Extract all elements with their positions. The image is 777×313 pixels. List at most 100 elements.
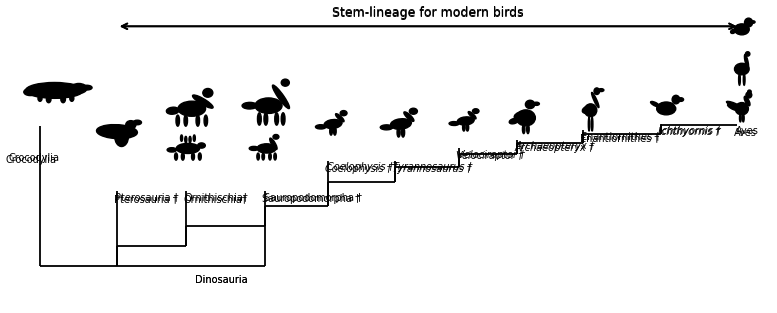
Ellipse shape bbox=[255, 98, 282, 113]
Text: Crocodylia: Crocodylia bbox=[6, 155, 57, 165]
Text: Ornithischia†: Ornithischia† bbox=[185, 193, 249, 203]
Ellipse shape bbox=[594, 88, 600, 95]
Text: Enantiornithes †: Enantiornithes † bbox=[581, 132, 660, 141]
Ellipse shape bbox=[747, 90, 751, 93]
Ellipse shape bbox=[273, 135, 279, 139]
Ellipse shape bbox=[516, 110, 535, 126]
Ellipse shape bbox=[650, 101, 660, 107]
Text: Stem-lineage for modern birds: Stem-lineage for modern birds bbox=[333, 7, 524, 20]
Ellipse shape bbox=[257, 153, 260, 160]
Ellipse shape bbox=[588, 117, 590, 131]
Ellipse shape bbox=[126, 121, 136, 129]
Text: Crocodylia: Crocodylia bbox=[9, 153, 60, 163]
Ellipse shape bbox=[242, 102, 257, 109]
Ellipse shape bbox=[204, 115, 207, 126]
Ellipse shape bbox=[176, 115, 179, 126]
Ellipse shape bbox=[197, 143, 205, 148]
Ellipse shape bbox=[525, 100, 535, 109]
Ellipse shape bbox=[734, 24, 749, 35]
Ellipse shape bbox=[71, 84, 87, 93]
Ellipse shape bbox=[82, 85, 92, 90]
Ellipse shape bbox=[744, 74, 745, 85]
Ellipse shape bbox=[115, 126, 128, 146]
Ellipse shape bbox=[522, 125, 525, 134]
Ellipse shape bbox=[678, 98, 684, 101]
Ellipse shape bbox=[96, 125, 138, 139]
Ellipse shape bbox=[198, 153, 201, 160]
Ellipse shape bbox=[582, 105, 594, 113]
Ellipse shape bbox=[740, 114, 741, 122]
Ellipse shape bbox=[269, 153, 271, 160]
Ellipse shape bbox=[470, 119, 474, 121]
Ellipse shape bbox=[329, 127, 333, 135]
Ellipse shape bbox=[598, 89, 604, 92]
Text: Sauropodomorpha †: Sauropodomorpha † bbox=[263, 193, 361, 203]
Text: Pterosauria †: Pterosauria † bbox=[114, 194, 177, 204]
Ellipse shape bbox=[47, 95, 51, 103]
Text: Dinosauria: Dinosauria bbox=[195, 275, 247, 285]
Text: Stem-lineage for modern birds: Stem-lineage for modern birds bbox=[333, 6, 524, 19]
Ellipse shape bbox=[744, 18, 753, 27]
Ellipse shape bbox=[315, 125, 326, 129]
Ellipse shape bbox=[133, 120, 141, 125]
Ellipse shape bbox=[534, 102, 539, 105]
Text: Ichthyornis †: Ichthyornis † bbox=[658, 127, 720, 137]
Ellipse shape bbox=[449, 121, 459, 126]
Ellipse shape bbox=[406, 121, 412, 124]
Ellipse shape bbox=[180, 135, 183, 141]
Ellipse shape bbox=[458, 117, 474, 125]
Ellipse shape bbox=[333, 127, 336, 135]
Ellipse shape bbox=[404, 112, 414, 121]
Ellipse shape bbox=[402, 128, 405, 137]
Ellipse shape bbox=[166, 107, 179, 114]
Ellipse shape bbox=[469, 111, 476, 119]
Ellipse shape bbox=[584, 104, 597, 117]
Ellipse shape bbox=[340, 110, 347, 116]
Ellipse shape bbox=[739, 74, 740, 85]
Ellipse shape bbox=[38, 95, 42, 101]
Ellipse shape bbox=[744, 54, 748, 68]
Ellipse shape bbox=[24, 89, 37, 95]
Ellipse shape bbox=[70, 95, 74, 101]
Ellipse shape bbox=[380, 125, 393, 130]
Ellipse shape bbox=[257, 113, 261, 125]
Ellipse shape bbox=[249, 146, 259, 151]
Ellipse shape bbox=[167, 148, 176, 152]
Ellipse shape bbox=[746, 92, 752, 98]
Ellipse shape bbox=[281, 79, 289, 86]
Text: Ichthyornis †: Ichthyornis † bbox=[659, 126, 721, 136]
Ellipse shape bbox=[273, 85, 290, 109]
Ellipse shape bbox=[751, 21, 755, 23]
Ellipse shape bbox=[184, 115, 187, 126]
Text: Dinosauria: Dinosauria bbox=[195, 275, 247, 285]
Ellipse shape bbox=[744, 96, 750, 106]
Ellipse shape bbox=[514, 111, 531, 121]
Ellipse shape bbox=[730, 29, 736, 33]
Text: Coelophysis †: Coelophysis † bbox=[327, 162, 393, 172]
Ellipse shape bbox=[336, 114, 344, 122]
Ellipse shape bbox=[181, 153, 184, 160]
Ellipse shape bbox=[189, 136, 191, 143]
Text: Archaeopteryx †: Archaeopteryx † bbox=[516, 141, 595, 151]
Ellipse shape bbox=[275, 113, 278, 125]
Ellipse shape bbox=[736, 25, 747, 32]
Text: Aves: Aves bbox=[736, 126, 758, 136]
Ellipse shape bbox=[203, 89, 213, 97]
Ellipse shape bbox=[185, 136, 186, 143]
Ellipse shape bbox=[262, 153, 264, 160]
Text: Velociraptor †: Velociraptor † bbox=[456, 151, 524, 162]
Text: Pterosauria †: Pterosauria † bbox=[116, 193, 179, 203]
Ellipse shape bbox=[26, 83, 83, 98]
Ellipse shape bbox=[472, 109, 479, 113]
Ellipse shape bbox=[257, 144, 276, 153]
Ellipse shape bbox=[726, 101, 740, 108]
Ellipse shape bbox=[175, 153, 177, 160]
Text: Velociraptor †: Velociraptor † bbox=[458, 150, 525, 160]
Ellipse shape bbox=[745, 52, 750, 56]
Ellipse shape bbox=[735, 103, 748, 115]
Ellipse shape bbox=[409, 108, 417, 114]
Ellipse shape bbox=[509, 118, 518, 124]
Ellipse shape bbox=[391, 119, 411, 129]
Ellipse shape bbox=[591, 117, 593, 131]
Ellipse shape bbox=[672, 95, 680, 104]
